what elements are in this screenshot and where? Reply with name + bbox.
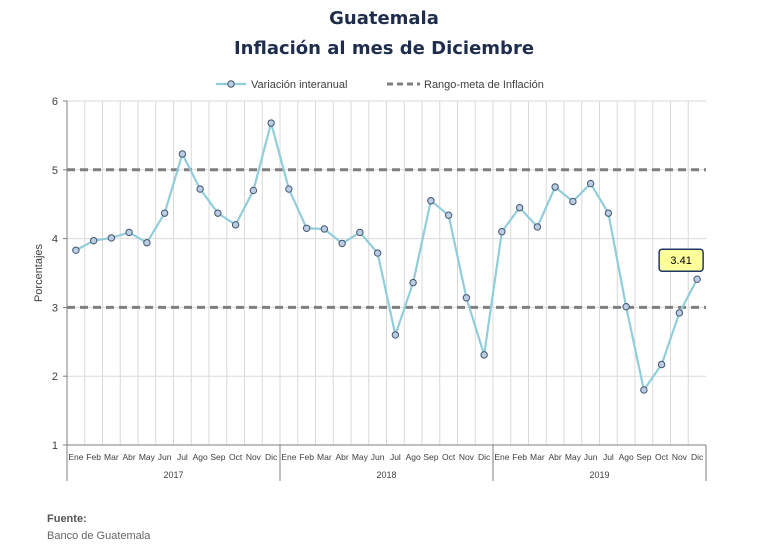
data-point	[498, 228, 506, 236]
month-tick-label: Nov	[672, 452, 688, 462]
month-tick-label: Feb	[512, 452, 527, 462]
month-tick-label: Abr	[549, 452, 562, 462]
data-point	[604, 209, 613, 217]
month-tick-label: Oct	[442, 452, 456, 462]
data-point	[302, 224, 311, 232]
data-point	[551, 183, 559, 191]
y-tick-label: 5	[52, 165, 58, 177]
data-point	[356, 228, 364, 237]
data-point	[622, 303, 630, 311]
month-tick-label: Jun	[371, 452, 385, 462]
data-point	[285, 185, 293, 193]
month-tick-label: Dic	[478, 452, 491, 462]
inflation-line-chart: Variación interanual Rango-meta de Inflac…	[33, 79, 707, 481]
y-tick-label: 4	[52, 234, 58, 246]
data-point	[569, 197, 577, 206]
data-point	[89, 236, 98, 245]
source-text: Banco de Guatemala	[47, 530, 151, 542]
data-point	[693, 275, 701, 283]
data-point	[249, 186, 258, 195]
month-tick-label: Jun	[158, 452, 172, 462]
month-tick-label: Dic	[265, 452, 278, 462]
month-tick-label: Ene	[281, 452, 296, 462]
legend-marker-variacion	[227, 80, 235, 88]
series-variacion-interanual	[72, 118, 701, 394]
month-tick-label: Oct	[229, 452, 243, 462]
data-point	[444, 211, 453, 219]
legend-label-rango: Rango-meta de Inflación	[424, 79, 544, 91]
month-tick-label: Feb	[299, 452, 314, 462]
month-tick-label: Nov	[246, 452, 262, 462]
data-point	[231, 221, 240, 229]
month-tick-label: May	[565, 452, 582, 462]
month-tick-label: Abr	[123, 452, 136, 462]
month-tick-label: Oct	[655, 452, 669, 462]
data-point	[373, 249, 382, 257]
month-tick-label: Mar	[104, 452, 119, 462]
month-tick-label: Sep	[210, 452, 225, 462]
year-label: 2018	[376, 470, 396, 480]
data-point	[515, 203, 524, 212]
month-tick-label: Sep	[636, 452, 651, 462]
y-tick-label: 2	[52, 371, 58, 383]
data-point	[409, 278, 417, 287]
month-tick-label: Ene	[68, 452, 83, 462]
month-tick-label: Ago	[619, 452, 634, 462]
data-point	[107, 234, 116, 242]
month-tick-label: Feb	[86, 452, 101, 462]
data-point	[640, 386, 648, 394]
month-tick-label: Ago	[193, 452, 208, 462]
data-point	[320, 225, 329, 233]
month-tick-label: Abr	[336, 452, 349, 462]
y-tick-label: 1	[52, 440, 58, 452]
data-point	[160, 209, 169, 217]
data-point	[391, 331, 400, 339]
month-tick-label: Jul	[603, 452, 614, 462]
month-tick-label: Mar	[317, 452, 332, 462]
month-tick-label: Jun	[584, 452, 598, 462]
annotation-box	[658, 248, 704, 272]
data-point	[675, 309, 684, 317]
y-tick-label: 3	[52, 302, 58, 314]
data-point	[72, 246, 80, 254]
data-point	[657, 360, 666, 369]
data-point	[533, 223, 542, 231]
year-label: 2019	[589, 470, 609, 480]
annotation-label: 3.41	[670, 255, 691, 267]
legend-label-variacion: Variación interanual	[251, 79, 347, 91]
month-tick-label: Ago	[406, 452, 421, 462]
month-tick-label: May	[352, 452, 369, 462]
series-line	[75, 118, 699, 393]
month-tick-label: Dic	[691, 452, 704, 462]
data-point	[480, 351, 488, 359]
month-tick-label: Mar	[530, 452, 545, 462]
data-point	[462, 294, 471, 302]
source-label: Fuente:	[47, 513, 87, 525]
data-point	[178, 150, 187, 158]
month-tick-label: Jul	[390, 452, 401, 462]
data-point	[267, 119, 275, 127]
data-point	[196, 185, 204, 193]
legend: Variación interanual Rango-meta de Inflac…	[216, 79, 544, 91]
y-axis-label: Porcentajes	[33, 243, 45, 302]
data-point	[338, 239, 346, 248]
month-tick-label: Ene	[494, 452, 509, 462]
data-point	[214, 209, 222, 217]
annotation: 3.41	[658, 248, 704, 272]
data-point	[427, 197, 435, 205]
year-label: 2017	[163, 470, 183, 480]
month-tick-label: Nov	[459, 452, 475, 462]
month-tick-label: Jul	[177, 452, 188, 462]
chart-title: Guatemala	[329, 8, 439, 29]
month-tick-label: May	[139, 452, 156, 462]
data-point	[586, 179, 595, 188]
y-tick-label: 6	[52, 96, 58, 108]
chart-subtitle: Inflación al mes de Diciembre	[233, 38, 535, 59]
month-tick-label: Sep	[423, 452, 438, 462]
target-range-lines	[67, 168, 706, 309]
grid	[67, 100, 706, 446]
data-point	[125, 228, 133, 237]
data-point	[143, 239, 151, 247]
